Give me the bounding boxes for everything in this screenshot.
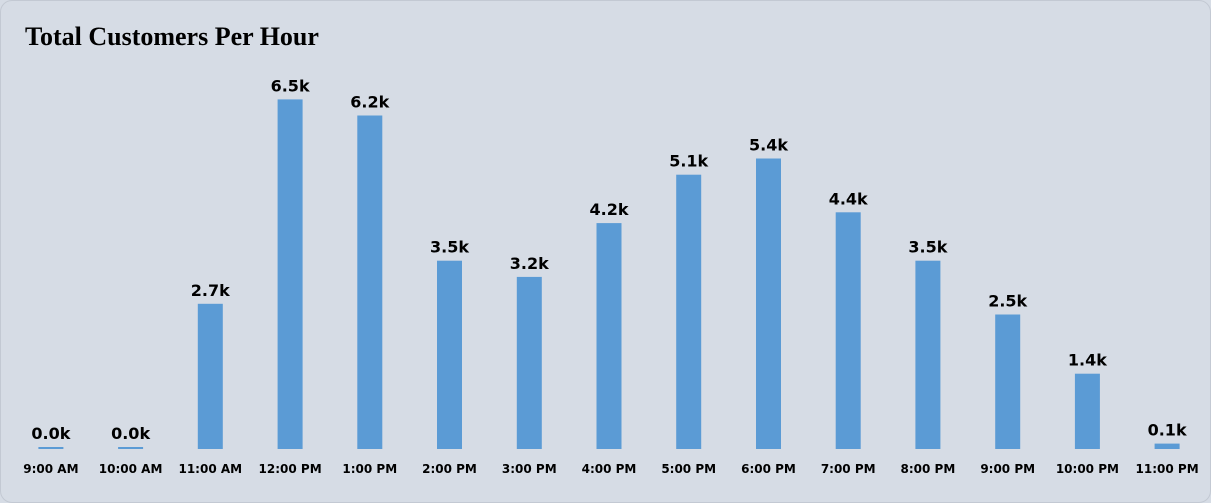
data-label-3: 6.5k — [271, 76, 310, 95]
data-label-4: 6.2k — [350, 93, 389, 112]
x-tick-label-8: 5:00 PM — [661, 462, 716, 476]
bar-2 — [198, 304, 223, 449]
data-label-1: 0.0k — [111, 424, 150, 443]
x-tick-label-7: 4:00 PM — [582, 462, 637, 476]
bar-1 — [118, 447, 143, 449]
data-label-14: 0.1k — [1148, 421, 1187, 440]
data-label-9: 5.4k — [749, 136, 788, 155]
x-tick-label-12: 9:00 PM — [980, 462, 1035, 476]
bar-5 — [437, 261, 462, 449]
x-tick-label-3: 12:00 PM — [259, 462, 322, 476]
x-tick-label-1: 10:00 AM — [99, 462, 163, 476]
x-tick-label-13: 10:00 PM — [1056, 462, 1119, 476]
bar-6 — [517, 277, 542, 449]
x-tick-label-10: 7:00 PM — [821, 462, 876, 476]
x-tick-label-2: 11:00 AM — [178, 462, 242, 476]
bar-12 — [995, 315, 1020, 450]
data-label-2: 2.7k — [191, 281, 230, 300]
bar-11 — [915, 261, 940, 449]
bar-7 — [597, 223, 622, 449]
data-label-6: 3.2k — [510, 254, 549, 273]
data-label-13: 1.4k — [1068, 351, 1107, 370]
bar-3 — [278, 99, 303, 449]
x-tick-label-11: 8:00 PM — [901, 462, 956, 476]
bar-8 — [676, 175, 701, 449]
bar-4 — [357, 116, 382, 450]
bar-13 — [1075, 374, 1100, 449]
x-tick-label-0: 9:00 AM — [23, 462, 78, 476]
bar-9 — [756, 159, 781, 450]
bar-10 — [836, 212, 861, 449]
x-tick-label-6: 3:00 PM — [502, 462, 557, 476]
data-label-7: 4.2k — [590, 200, 629, 219]
data-label-0: 0.0k — [31, 424, 70, 443]
x-tick-label-5: 2:00 PM — [422, 462, 477, 476]
x-tick-label-14: 11:00 PM — [1136, 462, 1199, 476]
x-tick-label-4: 1:00 PM — [342, 462, 397, 476]
bar-14 — [1155, 444, 1180, 449]
data-label-8: 5.1k — [669, 152, 708, 171]
bar-0 — [38, 447, 63, 449]
x-tick-label-9: 6:00 PM — [741, 462, 796, 476]
data-label-5: 3.5k — [430, 238, 469, 257]
data-label-12: 2.5k — [988, 292, 1027, 311]
data-label-11: 3.5k — [908, 238, 947, 257]
data-label-10: 4.4k — [829, 189, 868, 208]
